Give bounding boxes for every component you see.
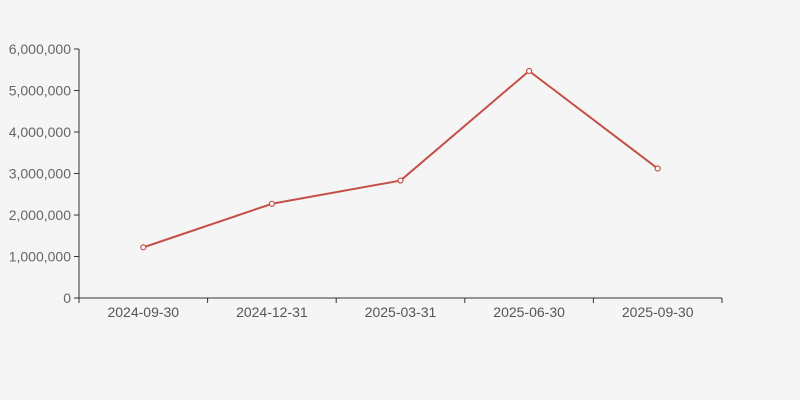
y-axis-tick-label: 3,000,000 — [9, 166, 71, 182]
series-line — [142, 69, 659, 249]
y-axis-tick-label: 1,000,000 — [9, 249, 71, 265]
x-axis-tick-label: 2024-09-30 — [107, 304, 179, 320]
y-axis-tick-label: 5,000,000 — [9, 83, 71, 99]
data-point-marker[interactable] — [397, 177, 404, 184]
y-axis-tick-label: 0 — [63, 290, 71, 306]
x-axis-tick-label: 2025-03-31 — [365, 304, 437, 320]
x-axis-tick-label: 2024-12-31 — [236, 304, 308, 320]
data-point-marker[interactable] — [268, 200, 275, 207]
x-axis-tick-label: 2025-09-30 — [622, 304, 694, 320]
y-axis-tick-label: 2,000,000 — [9, 207, 71, 223]
data-point-marker[interactable] — [654, 165, 661, 172]
x-axis-tick-label: 2025-06-30 — [493, 304, 565, 320]
y-axis-tick-label: 4,000,000 — [9, 124, 71, 140]
data-point-marker[interactable] — [140, 244, 147, 251]
y-axis-tick-label: 6,000,000 — [9, 41, 71, 57]
data-point-marker[interactable] — [525, 67, 533, 75]
